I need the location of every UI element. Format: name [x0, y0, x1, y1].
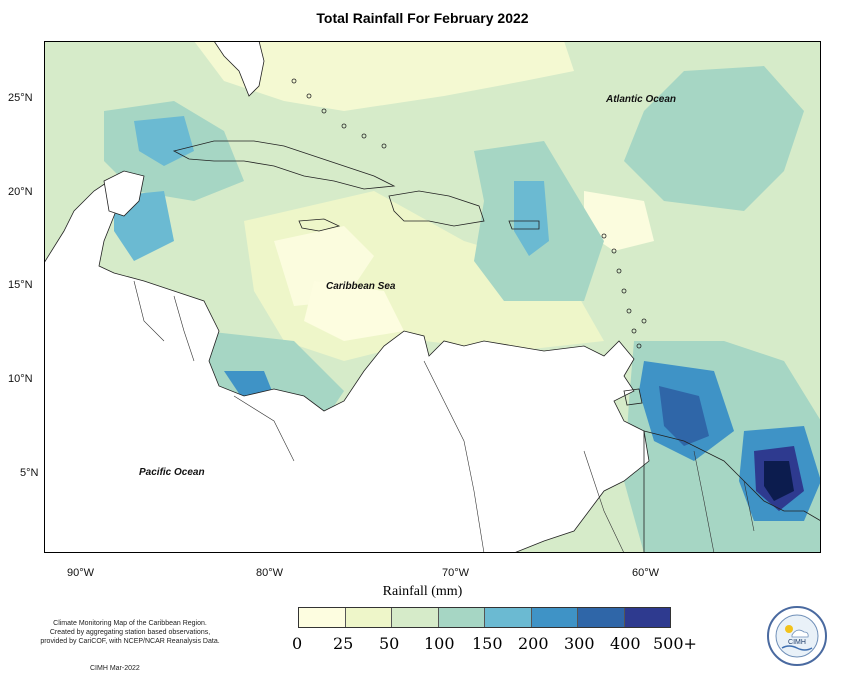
lat-tick-label: 25°N	[8, 92, 33, 104]
logo-text: CIMH	[788, 639, 806, 646]
legend-swatch	[345, 608, 392, 627]
legend-swatch	[438, 608, 485, 627]
lon-tick-label: 70°W	[442, 567, 470, 579]
wet-zone	[624, 66, 804, 211]
land-cuba	[172, 140, 396, 190]
land-florida	[213, 41, 265, 97]
land-puerto-rico	[508, 220, 540, 230]
legend-tick-label: 50	[379, 634, 400, 653]
legend-tick-label: 0	[292, 634, 303, 653]
wave-icon	[781, 645, 813, 651]
legend-swatch	[485, 608, 532, 627]
map-description: Climate Monitoring Map of the Caribbean …	[20, 619, 240, 646]
lon-tick-label: 60°W	[632, 567, 660, 579]
dry-zone	[584, 191, 654, 251]
land-hispaniola	[388, 190, 485, 227]
description-line: Climate Monitoring Map of the Caribbean …	[53, 620, 207, 627]
lon-tick-label: 90°W	[67, 567, 95, 579]
land-guianas	[643, 430, 821, 553]
wet-zone	[659, 386, 709, 446]
land-bahamas	[291, 78, 387, 149]
lat-tick-label: 5°N	[20, 467, 39, 479]
dry-zone	[194, 41, 574, 111]
wet-zone	[514, 181, 549, 256]
land-lesser-antilles	[601, 233, 647, 349]
dry-zone	[304, 281, 404, 341]
legend-colorbar	[298, 607, 671, 628]
atlantic-ocean-label: Atlantic Ocean	[606, 94, 677, 105]
legend-tick-label: 150	[472, 634, 503, 653]
description-line: Created by aggregating station based obs…	[49, 629, 211, 636]
legend-swatch	[531, 608, 578, 627]
map-title: Total Rainfall For February 2022	[316, 10, 529, 26]
wet-zone	[764, 461, 794, 501]
legend-tick-label: 25	[333, 634, 354, 653]
legend-swatch	[578, 608, 625, 627]
lat-tick-label: 10°N	[8, 373, 33, 385]
legend-tick-label: 400	[610, 634, 641, 653]
caribbean-sea-label: Caribbean Sea	[326, 281, 396, 292]
legend-tick-label: 100	[424, 634, 455, 653]
legend-swatch	[392, 608, 439, 627]
legend-swatch	[624, 608, 670, 627]
sun-icon	[785, 625, 793, 633]
legend-tick-label: 500+	[653, 634, 697, 653]
cloud-icon	[791, 629, 809, 638]
credit-line: CIMH Mar-2022	[90, 665, 140, 672]
country-borders	[133, 280, 755, 553]
cimh-logo: CIMH	[767, 606, 827, 666]
rainfall-map	[44, 41, 821, 553]
legend-tick-label: 300	[564, 634, 595, 653]
description-line: provided by CariCOF, with NCEP/NCAR Rean…	[40, 638, 220, 645]
pacific-ocean-label: Pacific Ocean	[139, 467, 205, 478]
legend-title: Rainfall (mm)	[382, 584, 463, 599]
lat-tick-label: 15°N	[8, 279, 33, 291]
lon-tick-label: 80°W	[256, 567, 284, 579]
legend-tick-label: 200	[518, 634, 549, 653]
land-trinidad	[623, 388, 643, 406]
lat-tick-label: 20°N	[8, 186, 33, 198]
legend-swatch	[299, 608, 346, 627]
land-jamaica	[298, 218, 341, 232]
land-yucatan	[103, 170, 145, 217]
land-central-america	[44, 180, 650, 553]
